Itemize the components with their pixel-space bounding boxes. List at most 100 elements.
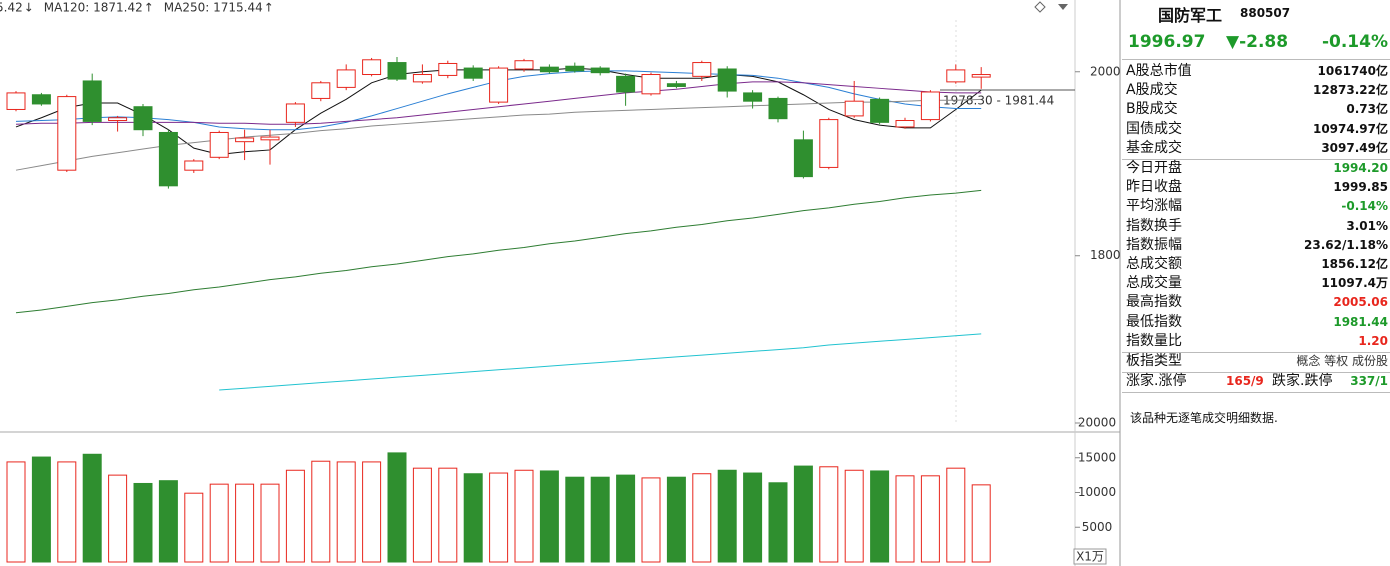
volume-bar — [743, 472, 763, 563]
row-value: -0.14% — [1341, 199, 1388, 214]
y-tick-label: 1800 — [1090, 248, 1121, 262]
candle-body — [57, 96, 77, 171]
candle-body — [717, 68, 737, 92]
info-row: 国债成交 10974.97亿 — [1126, 120, 1390, 139]
row-label: 国债成交 — [1126, 120, 1182, 137]
candle-body — [666, 83, 686, 87]
volume-bar — [514, 469, 534, 563]
separator — [1122, 392, 1390, 394]
volume-bar — [616, 474, 636, 563]
candle-body — [641, 74, 661, 95]
row-label: A股成交 — [1126, 82, 1178, 99]
y-tick-label: 5000 — [1082, 520, 1113, 534]
info-row: A股总市值 1061740亿 — [1126, 62, 1390, 81]
row-value: 12873.22亿 — [1312, 83, 1388, 98]
volume-bar — [590, 476, 610, 563]
info-row: 最高指数 2005.06 — [1126, 293, 1390, 312]
change: ▼-2.88 — [1226, 32, 1289, 52]
legend-arrow: ↓ — [24, 1, 34, 15]
row-label: 跌家.跌停 — [1272, 373, 1333, 390]
candle-body — [82, 80, 102, 122]
info-row: 板指类型 概念 等权 成份股 — [1126, 352, 1390, 371]
y-tick-label: 10000 — [1078, 485, 1116, 499]
candle-body — [920, 91, 940, 121]
panel-title: 国防军工 — [1158, 6, 1223, 25]
row-value: 10974.97亿 — [1312, 121, 1388, 136]
info-row: 涨家.涨停 165/9 跌家.跌停 337/1 — [1126, 372, 1390, 391]
info-row: 总成交量 11097.4万 — [1126, 274, 1390, 293]
info-row: 基金成交 3097.49亿 — [1126, 139, 1390, 158]
volume-bar — [768, 482, 788, 563]
row-value: 1981.44 — [1333, 314, 1388, 329]
volume-bar — [158, 480, 178, 563]
volume-bar — [412, 467, 432, 563]
separator — [1122, 59, 1390, 60]
candle-body — [870, 98, 890, 123]
percent: -0.14% — [1321, 32, 1388, 52]
candle-body — [260, 136, 280, 141]
row-label: 昨日收盘 — [1126, 179, 1182, 196]
unit-label: X1万 — [1076, 550, 1104, 564]
volume-bar — [641, 477, 661, 563]
volume-bar — [57, 461, 77, 563]
row-label: 板指类型 — [1126, 353, 1182, 369]
row-label: 最低指数 — [1126, 313, 1182, 330]
volume-bar — [133, 482, 153, 563]
candle-body — [438, 62, 458, 76]
separator — [1122, 372, 1390, 374]
info-row: A股成交 12873.22亿 — [1126, 81, 1390, 100]
info-row: 平均涨幅 -0.14% — [1126, 197, 1390, 216]
candle-body — [412, 74, 432, 83]
volume-bar — [82, 453, 102, 563]
info-row: 今日开盘 1994.20 — [1126, 159, 1390, 178]
scroll-arrow[interactable] — [1058, 4, 1068, 10]
row-label: 指数换手 — [1126, 217, 1182, 234]
row-value: 1856.12亿 — [1321, 257, 1388, 271]
row-value: 1061740亿 — [1317, 64, 1388, 78]
ma-line — [15, 189, 982, 314]
volume-bar — [870, 470, 890, 563]
row-label: 涨家.涨停 — [1126, 373, 1187, 390]
separator — [1122, 352, 1390, 353]
y-tick-label: 20000 — [1078, 416, 1116, 430]
volume-bar — [717, 469, 737, 563]
candle-body — [946, 69, 966, 83]
volume-bar — [819, 466, 839, 563]
volume-bar — [108, 474, 128, 563]
candle-body — [692, 62, 712, 77]
info-row: 指数换手 3.01% — [1126, 217, 1390, 236]
candle-body — [311, 82, 331, 99]
row-label: 基金成交 — [1126, 139, 1182, 156]
ma-line — [15, 81, 982, 125]
candle-body — [108, 117, 128, 122]
candle-body — [387, 62, 407, 80]
row-label: 今日开盘 — [1126, 160, 1182, 176]
row-value: 概念 等权 成份股 — [1296, 354, 1388, 368]
volume-bar — [260, 483, 280, 563]
volume-bar — [336, 461, 356, 563]
candle-body — [565, 65, 585, 72]
candle-body — [768, 97, 788, 120]
volume-bar — [565, 476, 585, 563]
volume-bar — [489, 472, 509, 563]
icon[interactable] — [1034, 1, 1046, 13]
row-label: 指数振幅 — [1126, 236, 1182, 253]
volume-bar — [463, 473, 483, 563]
legend-label: 5.42 — [0, 1, 23, 15]
row-value: 2005.06 — [1333, 295, 1388, 310]
volume-bar — [920, 475, 940, 563]
row-value: 1.20 — [1358, 333, 1388, 348]
candle-body — [489, 67, 509, 103]
candle-body — [539, 66, 559, 73]
row-label: 指数量比 — [1126, 332, 1182, 349]
row-value: 1999.85 — [1333, 180, 1388, 195]
candle-body — [895, 120, 915, 128]
ma-line — [219, 333, 982, 391]
candle-body — [590, 67, 610, 74]
volume-bar — [692, 473, 712, 563]
candle-body — [616, 75, 636, 93]
info-row: 总成交额 1856.12亿 — [1126, 255, 1390, 274]
volume-bar — [438, 467, 458, 563]
candle-body — [362, 59, 382, 76]
row-label: 平均涨幅 — [1126, 198, 1182, 215]
